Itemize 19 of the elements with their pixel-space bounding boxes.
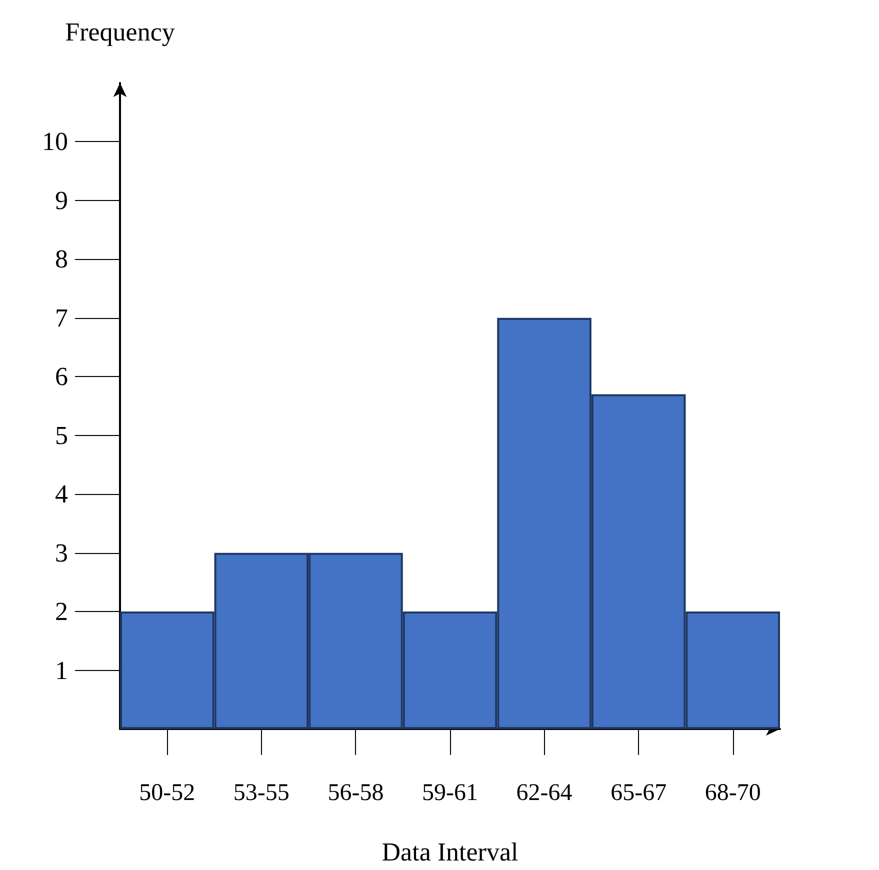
y-tick-label: 1 — [55, 656, 68, 685]
x-tick-label: 50-52 — [139, 780, 196, 806]
x-tick-label: 56-58 — [328, 780, 384, 806]
x-axis-title: Data Interval — [382, 838, 518, 866]
y-tick-label: 10 — [42, 127, 68, 156]
x-tick-label: 59-61 — [422, 780, 478, 806]
x-tick-label: 65-67 — [610, 780, 667, 806]
y-tick-label: 3 — [55, 538, 68, 568]
y-axis-title: Frequency — [65, 18, 175, 46]
y-tick-label: 2 — [55, 597, 68, 626]
x-tick-label: 68-70 — [704, 780, 761, 806]
x-tick-label: 62-64 — [516, 780, 572, 806]
y-tick-label: 5 — [55, 420, 68, 450]
y-tick-label: 6 — [55, 362, 68, 392]
x-tick-label: 53-55 — [233, 780, 290, 806]
y-tick-label: 7 — [55, 303, 68, 332]
y-tick-label: 4 — [55, 480, 68, 509]
y-tick-label: 8 — [55, 244, 68, 274]
y-tick-label: 9 — [55, 186, 68, 215]
